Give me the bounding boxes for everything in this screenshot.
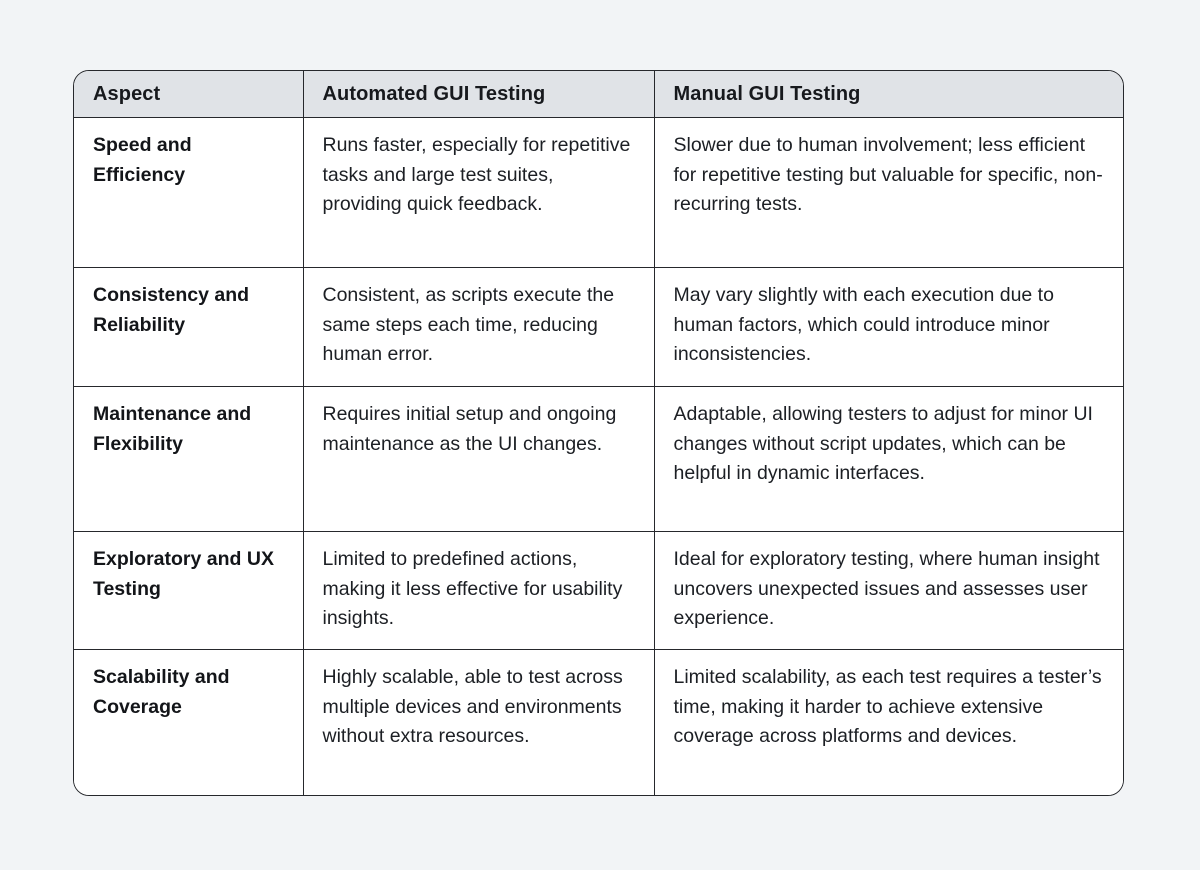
- automated-cell: Highly scalable, able to test across mul…: [302, 649, 655, 795]
- table-row: Exploratory and UX Testing Limited to pr…: [74, 531, 1123, 650]
- aspect-cell: Exploratory and UX Testing: [74, 531, 304, 650]
- manual-cell: Limited scalability, as each test requir…: [653, 649, 1123, 795]
- manual-cell: Slower due to human involvement; less ef…: [653, 117, 1123, 268]
- column-header-manual: Manual GUI Testing: [653, 70, 1123, 118]
- automated-cell: Consistent, as scripts execute the same …: [302, 267, 655, 387]
- automated-cell: Requires initial setup and ongoing maint…: [302, 386, 655, 532]
- column-header-automated: Automated GUI Testing: [302, 70, 655, 118]
- table-row: Speed and Efficiency Runs faster, especi…: [74, 117, 1123, 268]
- column-header-aspect: Aspect: [74, 70, 304, 118]
- manual-cell: Ideal for exploratory testing, where hum…: [653, 531, 1123, 650]
- table-header: Aspect Automated GUI Testing Manual GUI …: [74, 70, 1123, 118]
- automated-cell: Limited to predefined actions, making it…: [302, 531, 655, 650]
- aspect-cell: Scalability and Coverage: [74, 649, 304, 795]
- manual-cell: Adaptable, allowing testers to adjust fo…: [653, 386, 1123, 532]
- table-row: Scalability and Coverage Highly scalable…: [74, 649, 1123, 795]
- header-row: Aspect Automated GUI Testing Manual GUI …: [74, 70, 1123, 118]
- gui-testing-comparison-table: Aspect Automated GUI Testing Manual GUI …: [74, 70, 1123, 795]
- manual-cell: May vary slightly with each execution du…: [653, 267, 1123, 387]
- comparison-table-card: Aspect Automated GUI Testing Manual GUI …: [73, 70, 1124, 796]
- table-row: Consistency and Reliability Consistent, …: [74, 267, 1123, 387]
- aspect-cell: Maintenance and Flexibility: [74, 386, 304, 532]
- table-row: Maintenance and Flexibility Requires ini…: [74, 386, 1123, 532]
- automated-cell: Runs faster, especially for repetitive t…: [302, 117, 655, 268]
- aspect-cell: Speed and Efficiency: [74, 117, 304, 268]
- aspect-cell: Consistency and Reliability: [74, 267, 304, 387]
- table-body: Speed and Efficiency Runs faster, especi…: [74, 117, 1123, 795]
